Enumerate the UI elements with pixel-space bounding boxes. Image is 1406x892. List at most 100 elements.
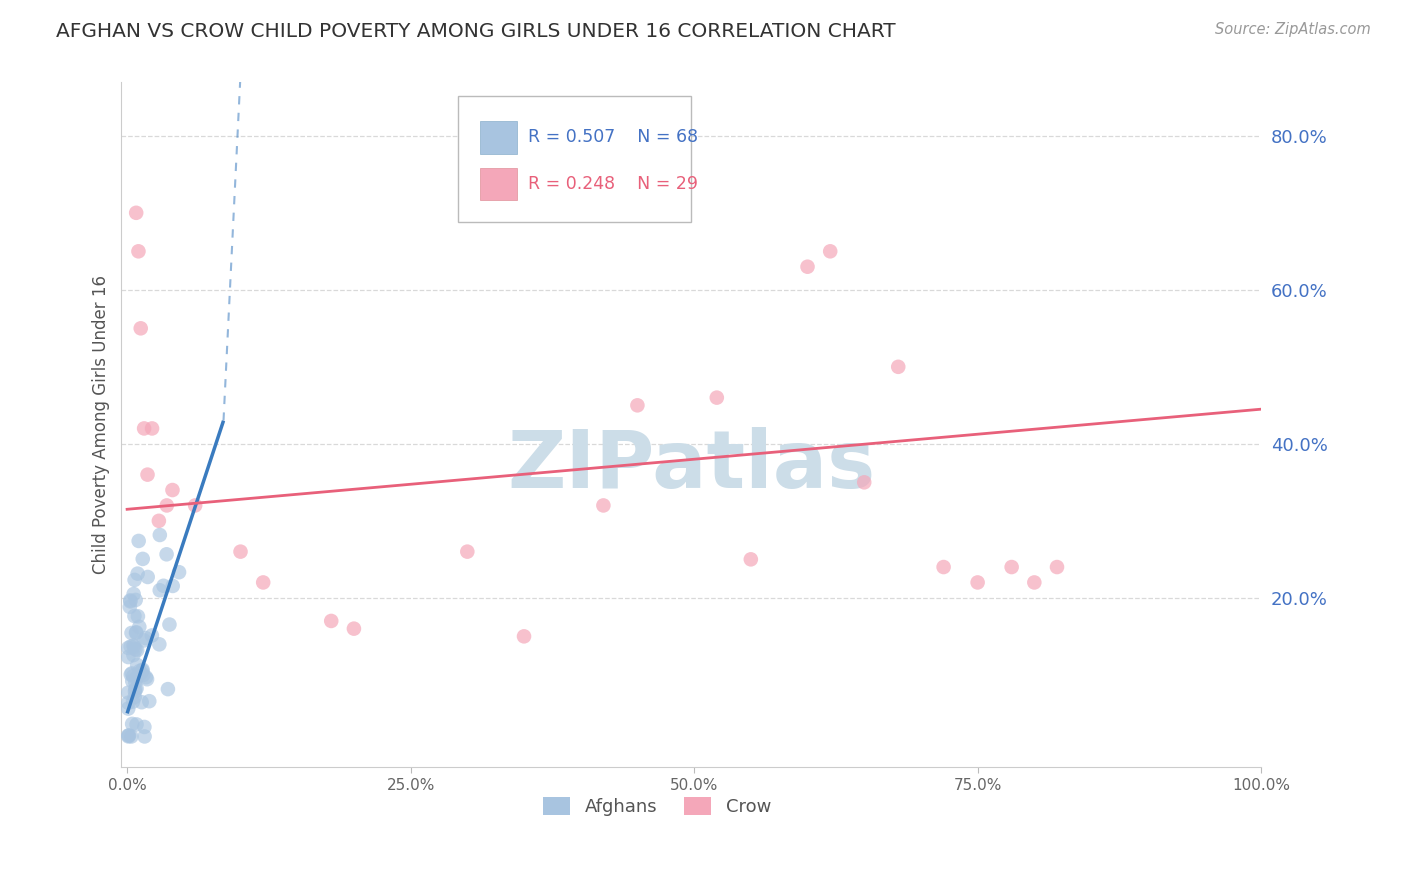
Point <box>117 686 139 700</box>
Point <box>117 729 139 743</box>
Point <box>128 664 150 678</box>
Point <box>149 583 172 598</box>
Point <box>118 728 141 742</box>
Point <box>513 629 536 643</box>
Point <box>124 640 146 654</box>
Point <box>120 667 142 681</box>
Point <box>932 560 955 574</box>
Point <box>122 587 145 601</box>
Point <box>125 593 148 607</box>
Point <box>155 547 177 561</box>
Point <box>120 594 142 608</box>
Point <box>252 575 274 590</box>
Point <box>127 658 149 673</box>
Point <box>162 483 184 497</box>
Point <box>127 609 149 624</box>
Point <box>592 499 614 513</box>
Point <box>121 666 143 681</box>
Point <box>853 475 876 490</box>
Point <box>122 648 145 662</box>
Point <box>121 674 143 689</box>
Point <box>321 614 343 628</box>
Point <box>129 321 152 335</box>
Point <box>796 260 818 274</box>
Point <box>135 670 157 684</box>
Point <box>124 684 146 698</box>
Point <box>818 244 841 259</box>
Point <box>456 544 478 558</box>
Point <box>138 694 160 708</box>
Point <box>740 552 762 566</box>
Point <box>124 573 146 587</box>
Point <box>125 681 148 696</box>
Point <box>626 398 648 412</box>
Point <box>706 391 728 405</box>
Point <box>124 675 146 690</box>
Point <box>117 730 139 744</box>
FancyBboxPatch shape <box>457 95 692 222</box>
Text: R = 0.248    N = 29: R = 0.248 N = 29 <box>529 175 699 193</box>
Point <box>124 690 146 704</box>
Point <box>124 642 146 657</box>
Point <box>131 663 153 677</box>
Point <box>125 625 148 640</box>
Point <box>152 579 174 593</box>
Y-axis label: Child Poverty Among Girls Under 16: Child Poverty Among Girls Under 16 <box>93 275 110 574</box>
Point <box>129 666 152 681</box>
Point <box>128 533 150 548</box>
Point <box>966 575 988 590</box>
Point <box>120 593 142 607</box>
Text: ZIPatlas: ZIPatlas <box>508 426 876 505</box>
Point <box>167 565 190 579</box>
Point <box>136 467 159 482</box>
Point <box>121 717 143 731</box>
Point <box>127 643 149 657</box>
Point <box>122 669 145 683</box>
Point <box>134 421 156 435</box>
Point <box>134 631 156 645</box>
Point <box>117 640 139 655</box>
Point <box>1046 560 1069 574</box>
Point <box>132 668 155 682</box>
Point <box>122 639 145 653</box>
Point <box>117 696 139 710</box>
Point <box>118 599 141 614</box>
Point <box>132 552 155 566</box>
Point <box>117 701 139 715</box>
Point <box>131 664 153 678</box>
Text: R = 0.507    N = 68: R = 0.507 N = 68 <box>529 128 699 146</box>
Point <box>117 650 139 665</box>
Point <box>131 695 153 709</box>
Point <box>120 640 142 654</box>
Point <box>159 617 181 632</box>
Point <box>136 570 159 584</box>
Point <box>141 421 163 435</box>
Point <box>229 544 252 558</box>
Point <box>124 609 146 624</box>
Point <box>132 633 155 648</box>
Text: AFGHAN VS CROW CHILD POVERTY AMONG GIRLS UNDER 16 CORRELATION CHART: AFGHAN VS CROW CHILD POVERTY AMONG GIRLS… <box>56 22 896 41</box>
Point <box>134 720 156 734</box>
Point <box>120 730 142 744</box>
Point <box>184 499 207 513</box>
Bar <box>481 121 517 153</box>
Point <box>128 620 150 634</box>
Bar <box>481 168 517 201</box>
Point <box>343 622 366 636</box>
Point <box>122 695 145 709</box>
Point <box>125 717 148 731</box>
Point <box>156 682 179 697</box>
Point <box>148 637 170 651</box>
Point <box>162 579 184 593</box>
Text: Source: ZipAtlas.com: Source: ZipAtlas.com <box>1215 22 1371 37</box>
Point <box>134 730 156 744</box>
Point <box>127 566 149 581</box>
Point <box>141 628 163 642</box>
Point <box>124 682 146 697</box>
Point <box>156 499 179 513</box>
Point <box>887 359 910 374</box>
Point <box>148 514 170 528</box>
Point <box>125 206 148 220</box>
Point <box>149 528 172 542</box>
Point <box>121 626 143 640</box>
